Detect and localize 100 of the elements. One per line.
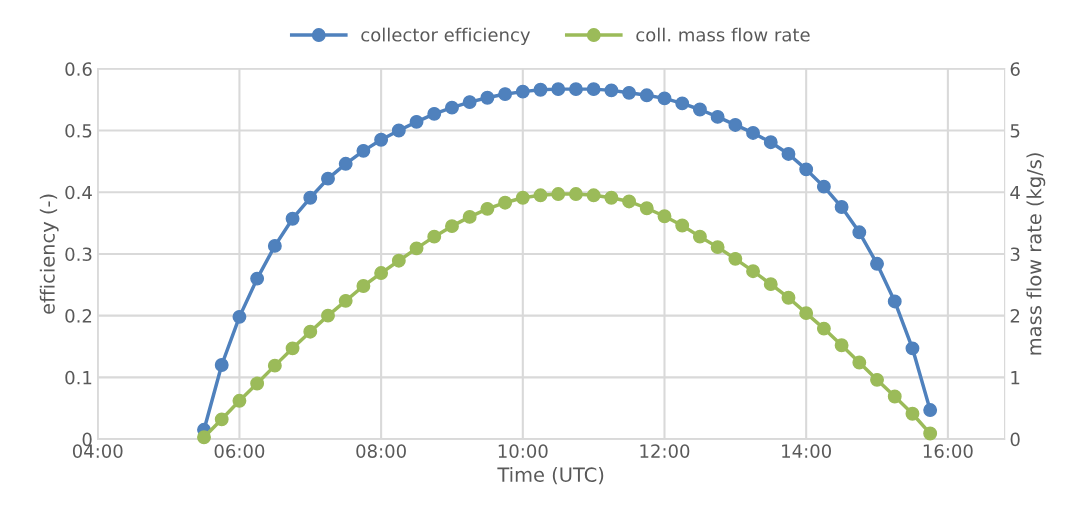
point <box>356 143 371 158</box>
point <box>462 95 477 110</box>
point <box>622 85 637 100</box>
point <box>445 219 459 234</box>
point <box>923 403 938 418</box>
legend-label: collector efficiency <box>361 27 531 46</box>
y-tick-label: 0.6 <box>65 62 92 76</box>
point <box>374 132 389 147</box>
point <box>285 341 300 356</box>
point <box>639 201 654 216</box>
y-axis-title: efficiency (-) <box>39 194 59 314</box>
point <box>515 84 530 99</box>
point <box>250 376 265 391</box>
point <box>427 229 442 244</box>
y2-tick-label: 0 <box>1010 432 1020 447</box>
y-tick-label: 0.3 <box>65 247 92 262</box>
point <box>657 209 672 224</box>
point <box>870 372 884 387</box>
y2-tick-label: 3 <box>1010 247 1020 262</box>
point <box>267 238 282 253</box>
x-axis-title: Time (UTC) <box>497 466 604 485</box>
point <box>604 190 619 205</box>
point <box>852 225 867 240</box>
point <box>250 271 265 286</box>
point <box>692 229 707 244</box>
y-tick-label: 0.4 <box>65 185 92 200</box>
point <box>498 87 513 102</box>
y2-axis-title: mass flow rate (kg/s) <box>1026 153 1046 355</box>
point <box>905 406 920 421</box>
x-tick-label: 12:00 <box>640 444 690 458</box>
point <box>586 82 601 97</box>
point <box>480 201 495 216</box>
point <box>905 341 920 356</box>
point <box>214 358 229 372</box>
point <box>462 209 477 224</box>
y-tick-label: 0.1 <box>65 370 92 385</box>
point <box>834 338 849 353</box>
point <box>692 102 707 117</box>
point <box>321 171 335 186</box>
point <box>427 106 442 121</box>
point <box>391 253 406 268</box>
point <box>586 188 601 203</box>
point <box>639 88 654 103</box>
point <box>356 279 371 293</box>
point <box>533 188 548 203</box>
point <box>887 389 902 404</box>
point <box>675 96 690 111</box>
point <box>728 251 743 266</box>
point <box>781 290 796 305</box>
point <box>515 190 530 205</box>
x-tick-label: 10:00 <box>498 444 548 458</box>
x-tick-label: 06:00 <box>214 444 265 458</box>
point <box>763 277 778 292</box>
point <box>675 218 690 233</box>
point <box>870 256 884 271</box>
point <box>303 190 318 205</box>
point <box>746 264 760 279</box>
point <box>852 355 867 370</box>
point <box>799 306 814 321</box>
point <box>551 82 566 97</box>
point <box>568 82 583 97</box>
point <box>551 187 566 201</box>
point <box>303 324 318 339</box>
point <box>321 308 335 323</box>
point <box>338 293 353 308</box>
y2-tick-label: 4 <box>1010 185 1020 200</box>
point <box>285 211 300 226</box>
point <box>728 117 743 132</box>
point <box>498 195 513 210</box>
x-tick-label: 14:00 <box>782 444 831 458</box>
point <box>816 179 831 194</box>
x-tick-label: 08:00 <box>356 444 406 458</box>
point <box>622 194 637 209</box>
point <box>923 426 938 441</box>
point <box>214 412 229 427</box>
point <box>763 135 778 150</box>
point <box>710 109 725 124</box>
point <box>568 187 583 201</box>
point <box>781 146 796 161</box>
point <box>887 294 902 309</box>
y2-tick-label: 1 <box>1011 371 1020 385</box>
y-tick-label: 0.2 <box>65 309 92 323</box>
y2-tick-label: 6 <box>1010 62 1020 76</box>
point <box>409 114 424 129</box>
y2-tick-label: 2 <box>1010 309 1020 323</box>
point <box>232 393 247 408</box>
point <box>799 162 814 177</box>
point <box>267 358 282 373</box>
point <box>657 91 672 106</box>
x-tick-label: 16:00 <box>923 444 973 458</box>
point <box>533 82 548 97</box>
point <box>197 430 211 445</box>
point <box>480 90 495 105</box>
point <box>338 156 353 171</box>
point <box>391 123 406 138</box>
legend-label: coll. mass flow rate <box>636 27 810 42</box>
point <box>374 266 389 280</box>
point <box>834 200 849 214</box>
point <box>604 83 619 98</box>
point <box>746 126 760 140</box>
